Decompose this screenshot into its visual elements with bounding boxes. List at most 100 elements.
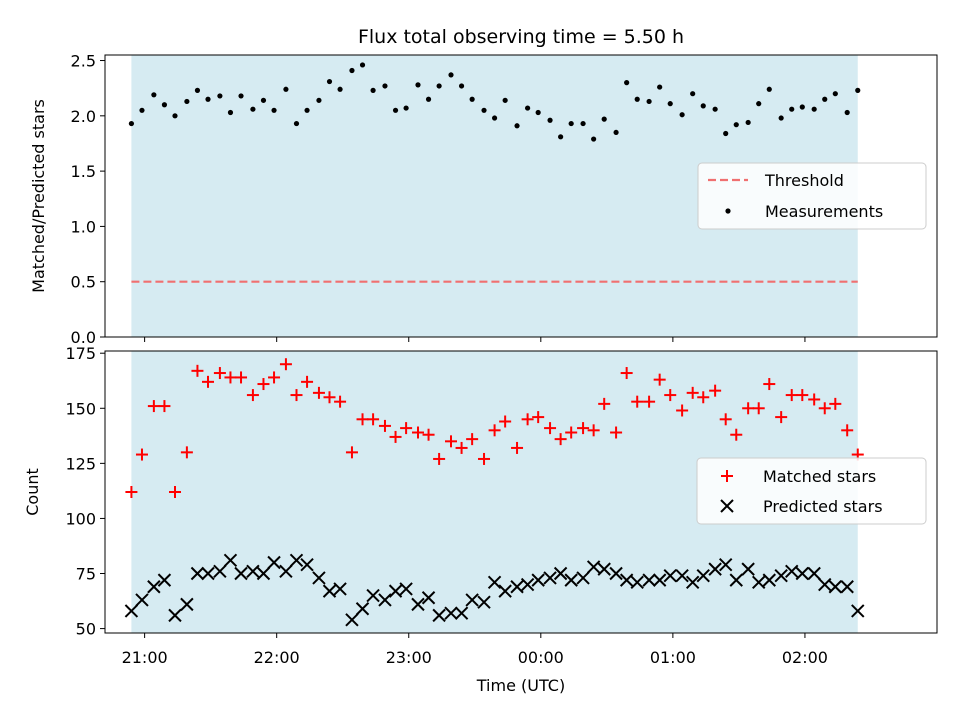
predicted-star-point — [520, 577, 535, 592]
predicted-star-point — [531, 573, 545, 587]
matched-star-point — [257, 378, 270, 391]
predicted-star-point — [619, 573, 634, 587]
matched-star-point — [598, 397, 611, 410]
matched-star-point — [775, 411, 788, 424]
top-plot-frame — [104, 54, 938, 338]
predicted-star-point — [564, 573, 578, 587]
bottom-legend: Matched stars Predicted stars — [696, 457, 927, 525]
measurement-point — [712, 106, 718, 112]
matched-star-point — [334, 395, 347, 408]
matched-star-point — [378, 419, 391, 432]
predicted-stars-points — [124, 553, 865, 627]
matched-star-point — [290, 389, 303, 402]
measurement-point — [723, 130, 729, 137]
matched-star-point — [643, 395, 656, 408]
measurement-point — [293, 120, 300, 127]
predicted-star-point — [597, 562, 611, 576]
predicted-star-point — [774, 569, 788, 583]
predicted-star-point — [487, 575, 502, 590]
top-panel: 0.0 0.5 1.0 1.5 2.0 2.5 Matched/Predicted sta… — [29, 52, 938, 347]
measurement-point — [601, 116, 607, 122]
measurement-point — [613, 129, 619, 136]
predicted-star-point — [718, 557, 733, 572]
measurement-point — [139, 107, 145, 113]
bottom-legend-box — [696, 457, 927, 525]
matched-star-point — [367, 413, 380, 426]
measurement-point — [304, 107, 310, 113]
matched-star-point — [577, 422, 590, 435]
matched-star-point — [191, 364, 204, 377]
matched-star-point — [466, 433, 479, 446]
matched-star-point — [686, 386, 699, 399]
bottom-y-tick-label: 125 — [65, 454, 96, 473]
predicted-star-point — [498, 584, 512, 598]
matched-star-point — [763, 378, 776, 391]
matched-star-point — [246, 389, 259, 402]
measurement-point — [657, 84, 663, 90]
measurement-point — [337, 86, 343, 92]
measurement-point — [733, 122, 739, 128]
measurement-point — [227, 109, 234, 116]
predicted-star-point — [388, 584, 403, 598]
matched-star-point — [719, 413, 732, 426]
x-axis-label: Time (UTC) — [476, 676, 565, 695]
predicted-star-point — [411, 597, 425, 612]
measurement-point — [481, 107, 487, 113]
top-y-tick-label: 1.5 — [71, 162, 96, 181]
top-y-tick-label: 2.0 — [71, 107, 96, 126]
top-y-axis-ticks: 0.0 0.5 1.0 1.5 2.0 2.5 — [71, 52, 105, 347]
measurement-point — [283, 86, 289, 92]
matched-star-point — [411, 426, 424, 439]
measurement-point — [525, 105, 531, 111]
matched-star-point — [168, 486, 181, 498]
measurement-point — [469, 96, 475, 102]
measurement-point — [799, 104, 805, 110]
legend-threshold-label: Threshold — [764, 171, 844, 190]
matched-star-point — [532, 411, 545, 424]
measurement-point — [448, 72, 454, 78]
measurement-point — [855, 87, 861, 93]
predicted-star-point — [741, 562, 755, 576]
predicted-star-point — [421, 591, 436, 605]
measurement-point — [844, 109, 850, 116]
predicted-star-point — [289, 553, 304, 568]
bottom-x-tick-label: 23:00 — [386, 648, 432, 667]
matched-star-point — [433, 452, 446, 465]
matched-star-point — [268, 371, 281, 384]
measurement-point — [558, 134, 564, 140]
matched-star-point — [565, 426, 578, 439]
predicted-star-point — [553, 566, 568, 581]
bottom-plot-frame — [104, 350, 938, 634]
matched-star-point — [730, 428, 743, 441]
top-y-tick-label: 2.5 — [71, 52, 96, 71]
measurement-point — [370, 87, 376, 93]
bottom-x-tick-label: 21:00 — [122, 648, 168, 667]
predicted-star-point — [333, 582, 347, 596]
matched-star-point — [796, 389, 809, 402]
predicted-star-point — [454, 606, 469, 620]
matched-star-point — [752, 402, 765, 415]
bottom-x-axis-ticks: 21:00 22:00 23:00 00:00 01:00 02:00 — [122, 633, 828, 667]
matched-star-point — [818, 402, 831, 415]
measurement-point — [822, 96, 828, 102]
measurement-point — [811, 106, 817, 112]
measurement-point — [634, 96, 640, 102]
matched-star-point — [785, 389, 798, 402]
measurement-point — [690, 91, 696, 97]
predicted-star-point — [851, 604, 865, 618]
matched-star-point — [224, 371, 237, 384]
measurement-point — [436, 83, 442, 89]
matched-star-point — [356, 413, 369, 426]
measurement-point — [425, 96, 432, 102]
matched-star-point — [400, 422, 413, 435]
measurement-point — [172, 113, 178, 119]
figure-title: Flux total observing time = 5.50 h — [358, 26, 684, 48]
top-y-tick-label: 1.0 — [71, 217, 96, 236]
predicted-star-point — [279, 564, 293, 579]
measurement-point — [326, 78, 333, 85]
predicted-star-point — [807, 566, 821, 581]
matched-star-point — [478, 452, 491, 465]
predicted-star-point — [378, 593, 392, 607]
predicted-star-point — [630, 575, 644, 590]
top-y-axis-label: Matched/Predicted stars — [29, 99, 48, 293]
